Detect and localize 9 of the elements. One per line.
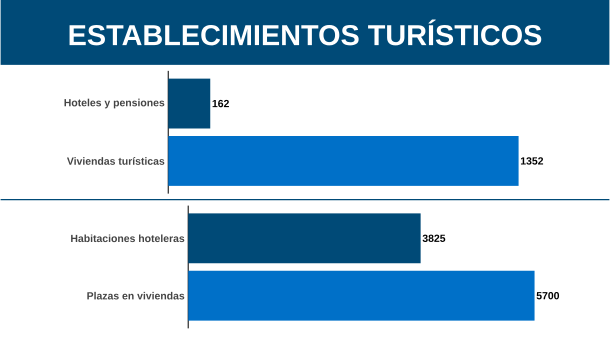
data-label: 3825	[422, 234, 446, 242]
data-label: 5700	[536, 292, 560, 300]
y-tick-label: Hoteles y pensiones	[64, 98, 164, 108]
y-tick-label: Viviendas turísticas	[66, 156, 164, 165]
y-tick-label: Plazas en viviendas	[87, 292, 184, 300]
chart-title: ESTABLECIMIENTOS TURÍSTICOS	[70, 19, 542, 46]
data-label: 162	[212, 100, 229, 108]
y-tick-label: Habitaciones hoteleras	[71, 234, 184, 242]
data-label: 1352	[520, 157, 544, 164]
